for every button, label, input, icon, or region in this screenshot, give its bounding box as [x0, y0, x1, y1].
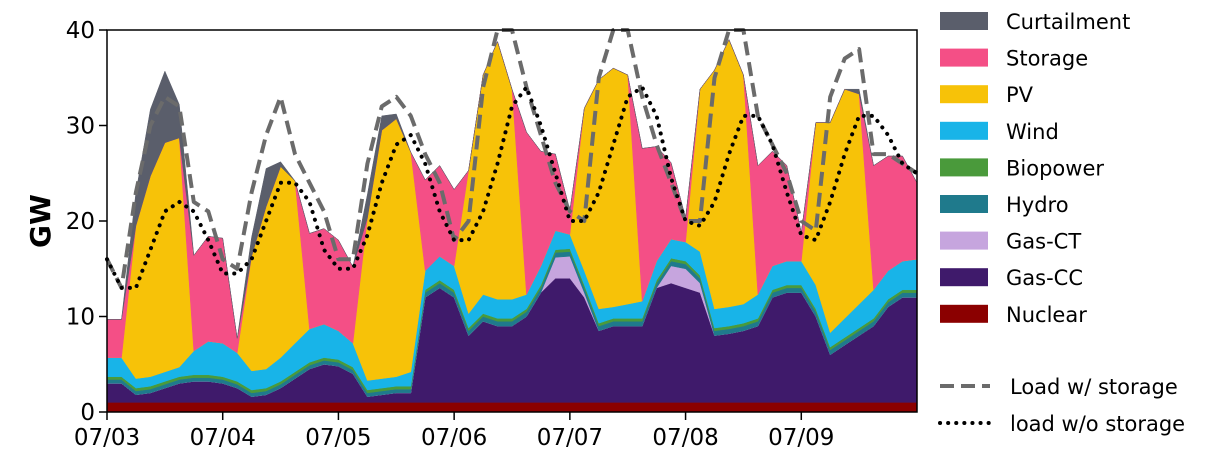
line-load-w-o-storage — [105, 85, 919, 290]
legend-label: Nuclear — [1006, 303, 1087, 327]
y-tick-label: 30 — [66, 114, 95, 140]
legend-swatch — [940, 268, 988, 287]
x-tick-label: 07/09 — [768, 425, 834, 451]
legend-label: load w/o storage — [1010, 412, 1185, 436]
legend-swatch — [940, 48, 988, 67]
x-tick-label: 07/07 — [537, 425, 603, 451]
legend-swatch — [940, 304, 988, 323]
x-axis: 07/03 07/04 07/05 07/06 07/07 07/08 07/09 — [74, 412, 834, 451]
legend-swatch — [940, 85, 988, 104]
legend-label: PV — [1006, 83, 1034, 107]
legend-label: Gas-CT — [1006, 230, 1081, 254]
legend-swatch — [940, 12, 988, 30]
x-tick-label: 07/04 — [190, 425, 256, 451]
x-tick-label: 07/05 — [305, 425, 371, 451]
y-tick-label: 0 — [80, 400, 95, 426]
stacked-areas — [106, 38, 918, 413]
legend-swatch — [940, 158, 988, 177]
legend-label: Storage — [1006, 47, 1088, 71]
legend-label: Curtailment — [1006, 10, 1130, 34]
legend-label: Wind — [1006, 120, 1059, 144]
legend: Curtailment Storage PV Wind Biopower Hydro Gas… — [938, 10, 1185, 436]
y-tick-label: 10 — [66, 305, 95, 331]
y-axis: 0 10 20 30 40 — [66, 18, 107, 426]
x-tick-label: 07/08 — [652, 425, 718, 451]
legend-label: Gas-CC — [1006, 266, 1083, 290]
legend-label: Biopower — [1006, 156, 1104, 180]
y-axis-title: GW — [24, 194, 57, 248]
legend-swatch — [940, 231, 988, 250]
legend-swatch — [940, 195, 988, 213]
x-tick-label: 07/06 — [421, 425, 487, 451]
area-nuclear — [106, 402, 918, 413]
legend-label: Hydro — [1006, 193, 1069, 217]
legend-label: Load w/ storage — [1010, 375, 1178, 399]
y-tick-label: 40 — [66, 18, 95, 44]
x-tick-label: 07/03 — [74, 425, 140, 451]
legend-swatch — [940, 121, 988, 140]
y-tick-label: 20 — [66, 209, 95, 235]
